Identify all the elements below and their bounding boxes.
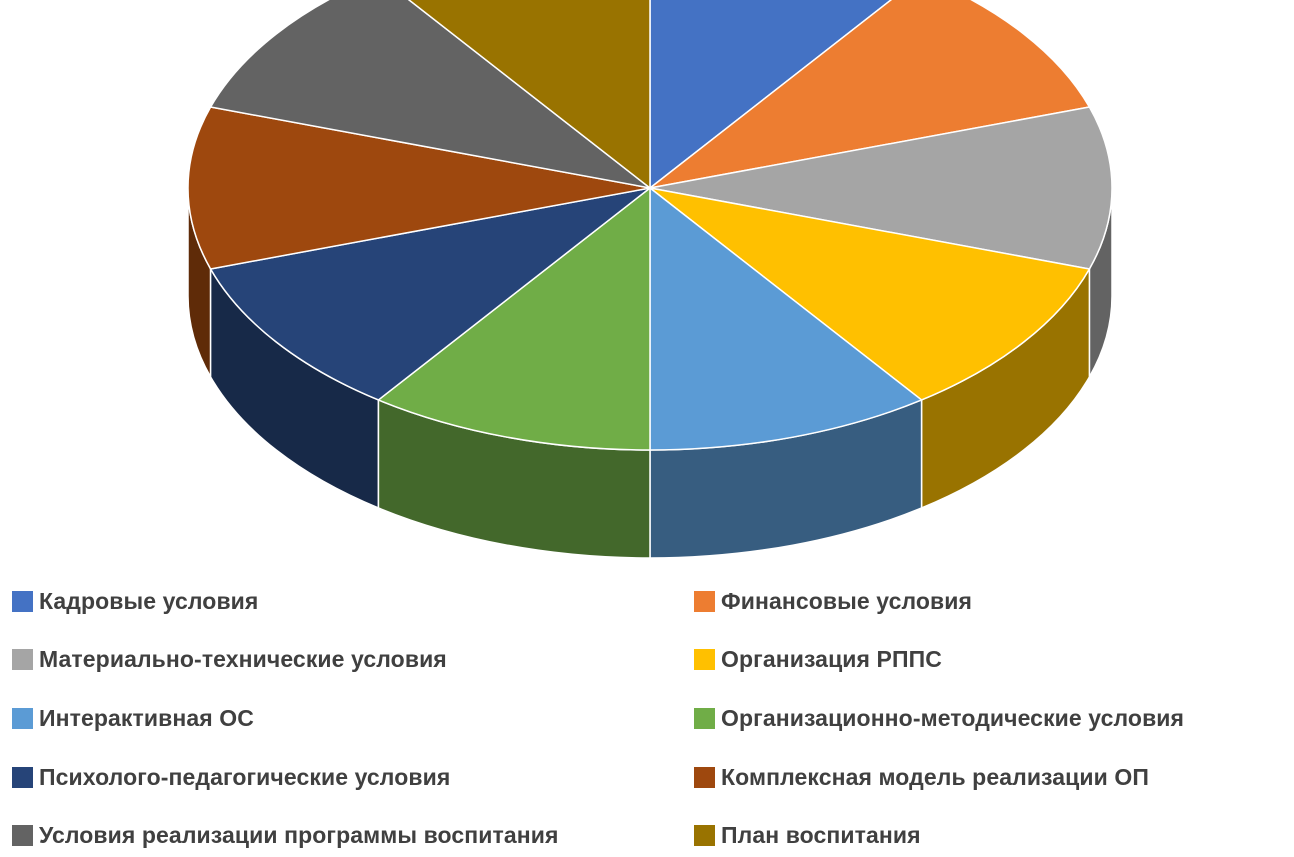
legend-swatch — [694, 707, 715, 729]
legend-swatch — [12, 590, 33, 612]
chart-legend: Кадровые условия Финансовые условия Матери… — [0, 578, 1294, 857]
legend-label: Интерактивная ОС — [39, 704, 254, 731]
legend-label: Комплексная модель реализации ОП — [721, 763, 1150, 790]
legend-label: План воспитания — [721, 821, 921, 848]
legend-swatch — [694, 824, 715, 846]
pie-slice-7 — [209, 187, 651, 401]
legend-item: План воспитания — [694, 820, 921, 850]
legend-label: Материально-технические условия — [39, 645, 447, 672]
legend-item: Интерактивная ОС — [12, 703, 254, 733]
legend-swatch — [694, 648, 715, 670]
legend-item: Условия реализации программы воспитания — [12, 820, 559, 850]
legend-label: Условия реализации программы воспитания — [39, 821, 559, 848]
pie-slice-2 — [649, 0, 1091, 189]
legend-item: Организация РППС — [694, 644, 942, 674]
legend-item: Организационно-методические условия — [694, 703, 1184, 733]
pie-slice-9 — [209, 0, 651, 189]
legend-swatch — [12, 707, 33, 729]
pie-slice-6 — [377, 187, 651, 451]
pie-chart — [187, 0, 1113, 559]
legend-swatch — [12, 824, 33, 846]
legend-label: Финансовые условия — [721, 587, 973, 614]
legend-swatch — [694, 766, 715, 788]
pie-slice-3 — [649, 106, 1113, 270]
pie-chart-svg — [187, 0, 1113, 559]
legend-item: Материально-технические условия — [12, 644, 447, 674]
legend-label: Кадровые условия — [39, 587, 259, 614]
pie-slice-10 — [407, 0, 651, 189]
pie-slice-8 — [187, 106, 651, 270]
pie-slice-5 — [649, 187, 923, 451]
legend-item: Психолого-педагогические условия — [12, 762, 450, 792]
legend-swatch — [694, 590, 715, 612]
legend-item: Кадровые условия — [12, 586, 258, 616]
legend-label: Организация РППС — [721, 645, 942, 672]
legend-label: Организационно-методические условия — [721, 704, 1185, 731]
pie-slice-4 — [649, 187, 1091, 401]
legend-item: Комплексная модель реализации ОП — [694, 762, 1149, 792]
legend-item: Финансовые условия — [694, 586, 972, 616]
legend-label: Психолого-педагогические условия — [39, 763, 451, 790]
legend-swatch — [12, 648, 33, 670]
legend-swatch — [12, 766, 33, 788]
